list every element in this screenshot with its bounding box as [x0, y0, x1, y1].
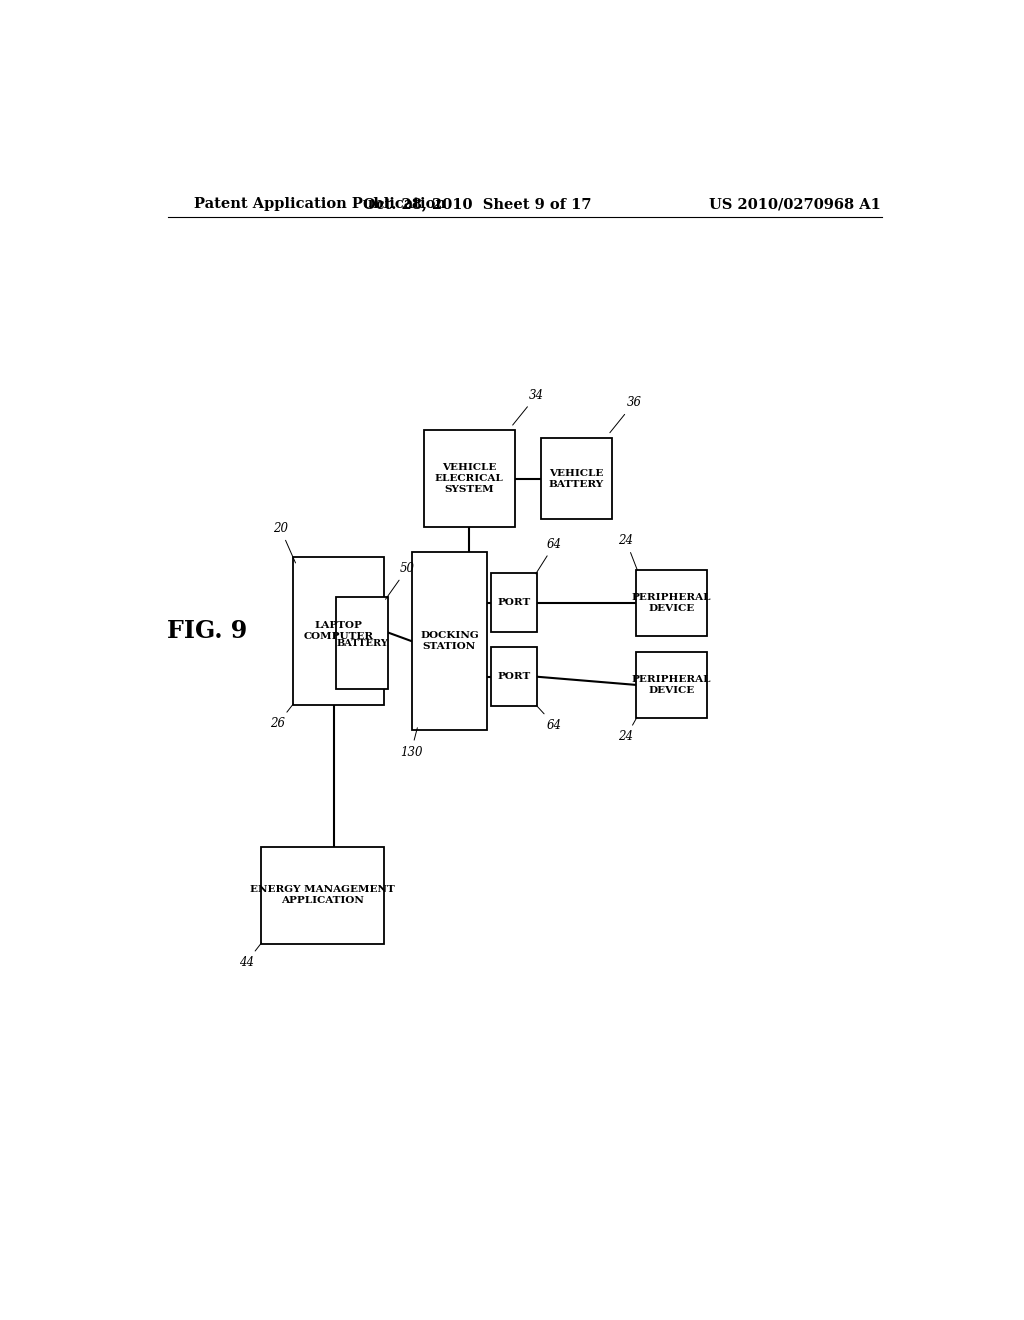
Text: PERIPHERAL
DEVICE: PERIPHERAL DEVICE	[632, 593, 712, 612]
Bar	[424, 430, 515, 527]
Text: Oct. 28, 2010  Sheet 9 of 17: Oct. 28, 2010 Sheet 9 of 17	[362, 197, 592, 211]
Text: PORT: PORT	[498, 672, 531, 681]
Text: 24: 24	[618, 535, 637, 570]
Text: VEHICLE
ELECRICAL
SYSTEM: VEHICLE ELECRICAL SYSTEM	[435, 463, 504, 494]
Text: 24: 24	[618, 717, 637, 743]
Text: 36: 36	[610, 396, 641, 433]
Bar	[293, 557, 384, 705]
Text: 50: 50	[386, 562, 415, 599]
Text: 20: 20	[272, 521, 296, 562]
Text: ENERGY MANAGEMENT
APPLICATION: ENERGY MANAGEMENT APPLICATION	[250, 886, 395, 906]
Text: 26: 26	[270, 704, 293, 730]
Text: VEHICLE
BATTERY: VEHICLE BATTERY	[549, 469, 604, 488]
Bar	[336, 598, 388, 689]
Text: PORT: PORT	[498, 598, 531, 607]
Bar	[636, 569, 708, 636]
Text: US 2010/0270968 A1: US 2010/0270968 A1	[709, 197, 881, 211]
Text: LAPTOP
COMPUTER: LAPTOP COMPUTER	[303, 620, 374, 642]
Text: 64: 64	[537, 705, 562, 731]
Text: Patent Application Publication: Patent Application Publication	[194, 197, 445, 211]
Text: 34: 34	[513, 389, 544, 425]
Text: 130: 130	[399, 727, 422, 759]
Bar	[636, 652, 708, 718]
Bar	[492, 647, 538, 706]
Bar	[492, 573, 538, 632]
Bar	[541, 438, 612, 519]
Text: BATTERY: BATTERY	[336, 639, 388, 648]
Bar	[412, 552, 487, 730]
Text: PERIPHERAL
DEVICE: PERIPHERAL DEVICE	[632, 675, 712, 694]
Text: FIG. 9: FIG. 9	[167, 619, 248, 643]
Text: DOCKING
STATION: DOCKING STATION	[420, 631, 479, 651]
Text: 44: 44	[239, 942, 261, 969]
Text: 64: 64	[536, 537, 562, 574]
Bar	[261, 847, 384, 944]
